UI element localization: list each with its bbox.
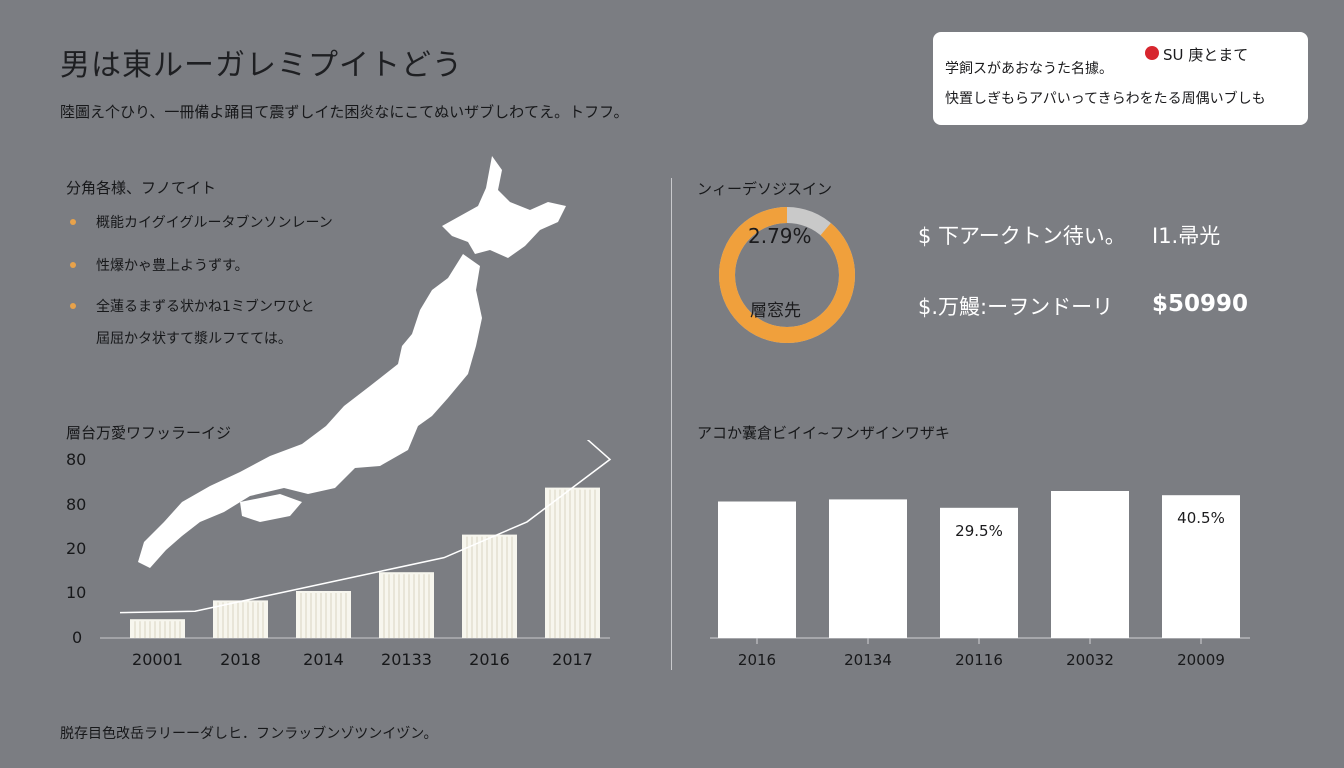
vertical-divider bbox=[671, 178, 672, 670]
page-title: 男は東ルーガレミプイトどう bbox=[60, 48, 463, 83]
x-tick-label: 2018 bbox=[220, 650, 261, 669]
y-tick-label: 0 bbox=[72, 628, 83, 647]
chart-bar bbox=[1051, 491, 1129, 638]
trend-line bbox=[119, 440, 612, 614]
bullet-icon bbox=[70, 262, 76, 268]
red-dot-icon bbox=[1145, 46, 1159, 60]
feature-item-2: 性爆かゃ豊上ようずす。 bbox=[96, 258, 249, 274]
x-tick-label: 20134 bbox=[844, 651, 892, 669]
donut-center-label: 層窓先 bbox=[750, 301, 801, 321]
notice-line-1: 学飼スがあおなうた名據。 bbox=[945, 61, 1113, 77]
x-tick-label: 20001 bbox=[132, 650, 183, 669]
x-tick-label: 2014 bbox=[303, 650, 344, 669]
notice-card: 学飼スがあおなうた名據。 SU 庚とまて 快置しぎもらアパいってきらわをたる周偶… bbox=[933, 32, 1308, 125]
feature-item-4: 屆屈かタ状すて漿ルフてては。 bbox=[96, 331, 292, 347]
donut-arc bbox=[719, 207, 855, 343]
features-heading: 分角各様、フノてイト bbox=[66, 179, 217, 197]
left-chart-title: 層台万愛ワフッラーイジ bbox=[66, 424, 232, 442]
data-label: 29.5% bbox=[955, 522, 1003, 540]
chart-bar bbox=[379, 572, 434, 638]
data-label: 40.5% bbox=[1177, 509, 1225, 527]
japan-map bbox=[138, 156, 566, 568]
chart-bar bbox=[940, 507, 1018, 638]
chart-bar bbox=[213, 600, 268, 638]
bullet-icon bbox=[70, 219, 76, 225]
chart-bar bbox=[296, 591, 351, 638]
x-tick-label: 20133 bbox=[381, 650, 432, 669]
chart-bar bbox=[462, 534, 517, 638]
y-tick-label: 20 bbox=[66, 539, 87, 558]
stat-value-2: $50990 bbox=[1152, 291, 1249, 317]
honshu-shape bbox=[138, 254, 482, 568]
notice-line-2: 快置しぎもらアパいってきらわをたる周偶いブしも bbox=[945, 91, 1266, 107]
donut-value-label: 2.79% bbox=[748, 224, 812, 248]
stat-value-1: I1.帚光 bbox=[1152, 224, 1221, 248]
x-tick-label: 2017 bbox=[552, 650, 593, 669]
left-bar-chart: 20001 2018 2014 20133 2016 2017 bbox=[100, 440, 612, 669]
y-tick-label: 80 bbox=[66, 450, 87, 469]
page-subtitle: 陸圖え个ひり、一冊備よ踊目て震ずしイた困炎なにこてぬいザブしわてえ。トフフ。 bbox=[60, 103, 629, 121]
y-tick-label: 80 bbox=[66, 495, 87, 514]
footer-note: 脱存目色改岳ラリーーダしヒ．フンラッブンゾツンイヅン。 bbox=[60, 726, 438, 742]
stat-label-2: $.万鰻:ーヲンドーリ bbox=[918, 295, 1114, 319]
x-tick-label: 20116 bbox=[955, 651, 1003, 669]
chart-bar bbox=[718, 501, 796, 638]
notice-badge: SU 庚とまて bbox=[1163, 46, 1249, 64]
shikoku-shape bbox=[240, 494, 302, 522]
chart-bar bbox=[829, 499, 907, 638]
right-bar-chart: 2016 20134 20116 29.5% 20032 20009 40.5% bbox=[710, 491, 1250, 669]
bullet-icon bbox=[70, 303, 76, 309]
stat-label-1: $ 下アークトン待い。 bbox=[918, 224, 1126, 248]
chart-bar bbox=[1162, 495, 1240, 638]
donut-title: ンィーデソジスイン bbox=[697, 180, 833, 198]
chart-bar bbox=[545, 487, 600, 638]
x-tick-label: 2016 bbox=[469, 650, 510, 669]
chart-bar bbox=[130, 619, 185, 638]
feature-item-3: 全蓮るまずる状かね1ミブンワひと bbox=[96, 299, 315, 315]
right-chart-title: アコか囊倉ビイイ~フンザインワザキ bbox=[697, 424, 950, 442]
x-tick-label: 20009 bbox=[1177, 651, 1225, 669]
feature-item-1: 概能カイグイグルータブンソンレーン bbox=[96, 215, 333, 231]
hokkaido-shape bbox=[442, 156, 566, 258]
x-tick-label: 2016 bbox=[738, 651, 776, 669]
y-tick-label: 10 bbox=[66, 583, 87, 602]
x-tick-label: 20032 bbox=[1066, 651, 1114, 669]
donut-chart bbox=[719, 207, 855, 343]
